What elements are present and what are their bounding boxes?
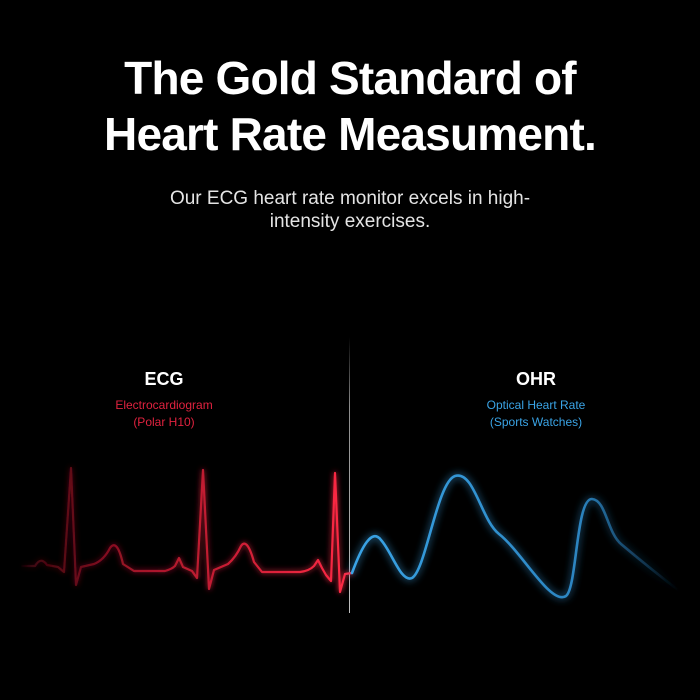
ecg-label-block: ECG Electrocardiogram (Polar H10) bbox=[54, 368, 274, 431]
center-divider bbox=[349, 337, 350, 613]
ecg-description-line-1: Electrocardiogram bbox=[115, 398, 213, 412]
ohr-label-block: OHR Optical Heart Rate (Sports Watches) bbox=[426, 368, 646, 431]
subtitle: Our ECG heart rate monitor excels in hig… bbox=[169, 188, 531, 232]
ecg-waveform bbox=[20, 466, 354, 594]
headline: The Gold Standard of Heart Rate Measumen… bbox=[0, 50, 700, 162]
ecg-title: ECG bbox=[144, 369, 184, 389]
ohr-waveform bbox=[350, 474, 680, 599]
ohr-description-line-1: Optical Heart Rate bbox=[486, 398, 586, 412]
headline-line-1: The Gold Standard of bbox=[124, 52, 576, 104]
ohr-title: OHR bbox=[516, 369, 556, 389]
ohr-description: Optical Heart Rate (Sports Watches) bbox=[426, 397, 646, 431]
ecg-description-line-2: (Polar H10) bbox=[133, 415, 195, 429]
ohr-description-line-2: (Sports Watches) bbox=[489, 415, 583, 429]
ecg-description: Electrocardiogram (Polar H10) bbox=[54, 397, 274, 431]
headline-line-2: Heart Rate Measument. bbox=[104, 108, 597, 160]
